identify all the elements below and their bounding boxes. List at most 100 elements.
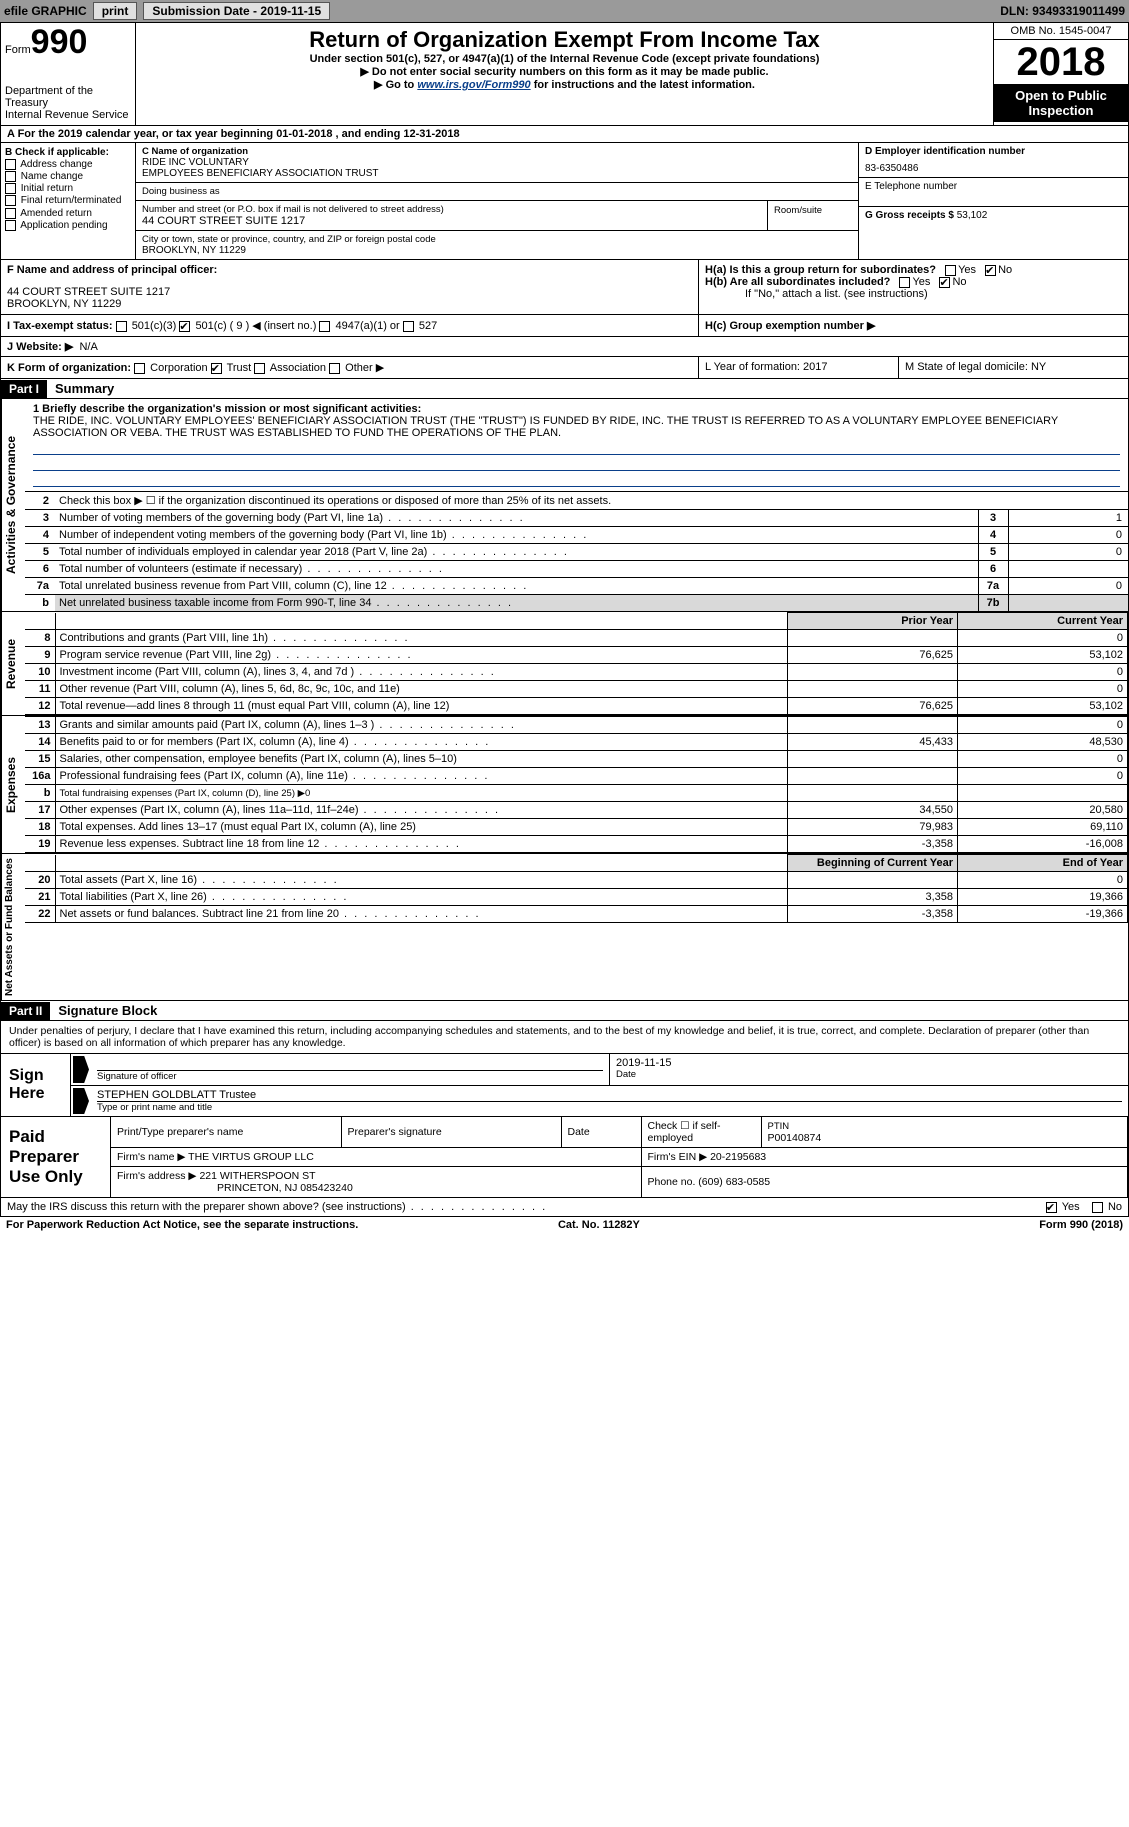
table-row: 10Investment income (Part VIII, column (…	[25, 664, 1128, 681]
part1-header: Part I	[1, 380, 47, 398]
row-website: J Website: ▶ N/A	[0, 337, 1129, 357]
efile-label: efile GRAPHIC	[4, 4, 87, 18]
revenue-table: Prior Year Current Year 8Contributions a…	[25, 612, 1128, 715]
paid-preparer-row: Paid Preparer Use Only Print/Type prepar…	[0, 1117, 1129, 1198]
omb-number: OMB No. 1545-0047	[994, 23, 1128, 40]
mission-text: THE RIDE, INC. VOLUNTARY EMPLOYEES' BENE…	[33, 415, 1120, 439]
sidelabel-revenue: Revenue	[1, 612, 25, 715]
form-header-center: Return of Organization Exempt From Incom…	[136, 23, 993, 125]
block-b: B Check if applicable: Address change Na…	[1, 143, 136, 259]
hb-no[interactable]: No	[939, 276, 966, 288]
section-activities-governance: Activities & Governance 1 Briefly descri…	[0, 399, 1129, 612]
ptin: P00140874	[768, 1132, 1122, 1144]
firm-ein: 20-2195683	[710, 1151, 766, 1163]
officer-name: STEPHEN GOLDBLATT Trustee	[97, 1089, 256, 1101]
ha-no[interactable]: No	[985, 264, 1012, 276]
print-button[interactable]: print	[93, 2, 138, 20]
street-address: 44 COURT STREET SUITE 1217	[142, 215, 761, 227]
gross-receipts: 53,102	[957, 210, 988, 221]
table-row: 7aTotal unrelated business revenue from …	[25, 578, 1128, 595]
form-title: Return of Organization Exempt From Incom…	[140, 27, 989, 53]
chk-other[interactable]: Other ▶	[329, 362, 384, 374]
table-row: 12Total revenue—add lines 8 through 11 (…	[25, 698, 1128, 715]
table-row: 20Total assets (Part X, line 16)0	[25, 872, 1128, 889]
form-header: Form990 Department of the Treasury Inter…	[0, 22, 1129, 126]
block-bcd: B Check if applicable: Address change Na…	[0, 143, 1129, 260]
table-row: bNet unrelated business taxable income f…	[25, 595, 1128, 612]
arrow-icon	[73, 1088, 89, 1114]
chk-initial-return[interactable]: Initial return	[5, 183, 131, 194]
table-row: 21Total liabilities (Part X, line 26)3,3…	[25, 889, 1128, 906]
chk-final-return[interactable]: Final return/terminated	[5, 195, 131, 206]
table-row: 22Net assets or fund balances. Subtract …	[25, 906, 1128, 923]
chk-trust[interactable]: Trust	[211, 362, 252, 374]
table-row: 16aProfessional fundraising fees (Part I…	[25, 768, 1128, 785]
website-value: N/A	[79, 341, 97, 353]
block-c: C Name of organization RIDE INC VOLUNTAR…	[136, 143, 858, 259]
footer: For Paperwork Reduction Act Notice, see …	[0, 1217, 1129, 1233]
chk-assoc[interactable]: Association	[254, 362, 326, 374]
hb-yes[interactable]: Yes	[899, 276, 930, 288]
row-klm: K Form of organization: Corporation Trus…	[0, 357, 1129, 379]
form-header-right: OMB No. 1545-0047 2018 Open to Public In…	[993, 23, 1128, 125]
chk-4947[interactable]: 4947(a)(1) or	[319, 320, 399, 332]
row-a-tax-year: A For the 2019 calendar year, or tax yea…	[0, 126, 1129, 143]
table-row: 9Program service revenue (Part VIII, lin…	[25, 647, 1128, 664]
sidelabel-net-assets: Net Assets or Fund Balances	[1, 854, 25, 1000]
discuss-yes[interactable]: Yes	[1046, 1201, 1080, 1213]
table-row: 14Benefits paid to or for members (Part …	[25, 734, 1128, 751]
form990-link[interactable]: www.irs.gov/Form990	[417, 79, 530, 91]
table-row: 8Contributions and grants (Part VIII, li…	[25, 630, 1128, 647]
table-row: 15Salaries, other compensation, employee…	[25, 751, 1128, 768]
chk-app-pending[interactable]: Application pending	[5, 220, 131, 231]
section-revenue: Revenue Prior Year Current Year 8Contrib…	[0, 612, 1129, 716]
submission-date-button[interactable]: Submission Date - 2019-11-15	[143, 2, 330, 20]
table-row: 4Number of independent voting members of…	[25, 527, 1128, 544]
sidelabel-expenses: Expenses	[1, 716, 25, 853]
dln-label: DLN: 93493319011499	[1000, 4, 1125, 18]
table-row: 11Other revenue (Part VIII, column (A), …	[25, 681, 1128, 698]
discuss-no[interactable]: No	[1092, 1201, 1122, 1213]
state-domicile: M State of legal domicile: NY	[898, 357, 1128, 378]
part2-bar: Part II Signature Block	[0, 1001, 1129, 1021]
chk-address-change[interactable]: Address change	[5, 159, 131, 170]
chk-501c3[interactable]: 501(c)(3)	[116, 320, 177, 332]
chk-corp[interactable]: Corporation	[134, 362, 208, 374]
arrow-icon	[73, 1056, 89, 1083]
sign-here-row: Sign Here Signature of officer 2019-11-1…	[0, 1054, 1129, 1117]
table-row: 6Total number of volunteers (estimate if…	[25, 561, 1128, 578]
net-assets-table: Beginning of Current Year End of Year 20…	[25, 854, 1128, 923]
chk-name-change[interactable]: Name change	[5, 171, 131, 182]
section-net-assets: Net Assets or Fund Balances Beginning of…	[0, 854, 1129, 1001]
chk-amended[interactable]: Amended return	[5, 208, 131, 219]
firm-name: THE VIRTUS GROUP LLC	[188, 1151, 314, 1163]
topbar: efile GRAPHIC print Submission Date - 20…	[0, 0, 1129, 22]
ein: 83-6350486	[865, 163, 1122, 174]
city-address: BROOKLYN, NY 11229	[142, 245, 852, 256]
firm-phone: (609) 683-0585	[698, 1176, 770, 1188]
expenses-table: 13Grants and similar amounts paid (Part …	[25, 716, 1128, 853]
form-header-left: Form990 Department of the Treasury Inter…	[1, 23, 136, 125]
section-expenses: Expenses 13Grants and similar amounts pa…	[0, 716, 1129, 854]
form-number: 990	[31, 23, 88, 61]
part2-header: Part II	[1, 1002, 50, 1020]
year-of-formation: L Year of formation: 2017	[698, 357, 898, 378]
table-row: bTotal fundraising expenses (Part IX, co…	[25, 785, 1128, 802]
discuss-row: May the IRS discuss this return with the…	[0, 1198, 1129, 1217]
part1-bar: Part I Summary	[0, 379, 1129, 399]
table-row: 17Other expenses (Part IX, column (A), l…	[25, 802, 1128, 819]
row-fh: F Name and address of principal officer:…	[0, 260, 1129, 315]
ha-yes[interactable]: Yes	[945, 264, 976, 276]
chk-501c[interactable]: 501(c) ( 9 ) ◀ (insert no.)	[179, 320, 316, 332]
chk-527[interactable]: 527	[403, 320, 437, 332]
declaration: Under penalties of perjury, I declare th…	[0, 1021, 1129, 1054]
signature-date: 2019-11-15	[616, 1057, 1122, 1069]
table-row: 19Revenue less expenses. Subtract line 1…	[25, 836, 1128, 853]
table-row: 5Total number of individuals employed in…	[25, 544, 1128, 561]
block-d: D Employer identification number 83-6350…	[858, 143, 1128, 259]
table-row: 3Number of voting members of the governi…	[25, 510, 1128, 527]
table-row: 18Total expenses. Add lines 13–17 (must …	[25, 819, 1128, 836]
org-name: RIDE INC VOLUNTARY	[142, 157, 852, 168]
governance-table: 2Check this box ▶ ☐ if the organization …	[25, 491, 1128, 611]
sidelabel-activities: Activities & Governance	[1, 399, 25, 611]
